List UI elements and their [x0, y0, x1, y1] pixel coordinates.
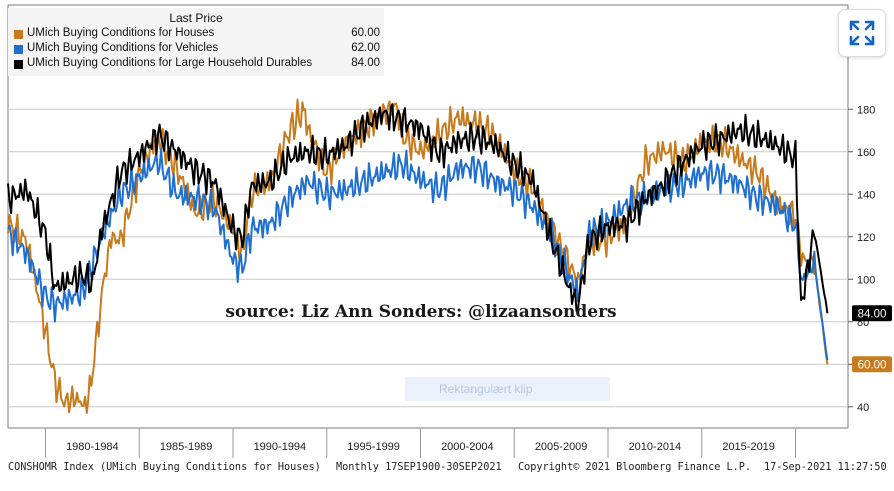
x-tick-label: 2000-2004 [441, 441, 494, 453]
legend-swatch-vehicles [14, 45, 23, 54]
badge-bg [852, 356, 892, 373]
last-price-badge-0: 60.00 [852, 356, 892, 373]
legend-label-houses: UMich Buying Conditions for Houses [27, 27, 215, 39]
last-price-badges: 60.00 84.00 [852, 305, 892, 373]
x-tick-label: 1990-1994 [254, 441, 307, 453]
footer-index: CONSHOMR Index (UMich Buying Conditions … [8, 462, 321, 473]
y-tick-label: 180 [857, 104, 875, 116]
footer-bar: CONSHOMR Index (UMich Buying Conditions … [8, 462, 890, 478]
legend-value-vehicles: 62.00 [351, 42, 380, 54]
legend-item-houses: UMich Buying Conditions for Houses 60.00 [14, 27, 380, 42]
legend-label-durables: UMich Buying Conditions for Large Househ… [27, 57, 313, 69]
expand-button[interactable] [838, 9, 886, 57]
legend: Last Price UMich Buying Conditions for H… [8, 8, 384, 76]
x-tick-label: 2015-2019 [722, 441, 775, 453]
y-tick-label: 40 [857, 402, 869, 414]
x-tick-label: 2005-2009 [535, 441, 588, 453]
footer-copyright: Copyright© 2021 Bloomberg Finance L.P. [518, 462, 752, 473]
y-tick-label: 100 [857, 274, 875, 286]
x-tick-label: 1985-1989 [160, 441, 213, 453]
x-tick-label: 1980-1984 [66, 441, 119, 453]
footer-frequency: Monthly 17SEP1900-30SEP2021 [336, 462, 502, 473]
y-tick-label: 120 [857, 232, 875, 244]
legend-swatch-durables [14, 60, 23, 69]
legend-label-vehicles: UMich Buying Conditions for Vehicles [27, 42, 219, 54]
x-tick-label: 1995-1999 [347, 441, 400, 453]
legend-title: Last Price [169, 11, 223, 25]
source-annotation: source: Liz Ann Sonders: @lizaansonders [225, 302, 617, 322]
y-tick-label: 160 [857, 147, 875, 159]
watermark-label: Rektangulært klip [405, 377, 610, 401]
x-tick-label: 2010-2014 [629, 441, 682, 453]
badge-value: 60.00 [858, 359, 887, 371]
legend-value-houses: 60.00 [351, 27, 380, 39]
footer-timestamp: 17-Sep-2021 11:27:50 [764, 462, 887, 473]
legend-item-vehicles: UMich Buying Conditions for Vehicles 62.… [14, 42, 380, 57]
series-line-1 [7, 148, 829, 361]
legend-value-durables: 84.00 [351, 57, 380, 69]
y-tick-label: 140 [857, 189, 875, 201]
last-price-badge-2: 84.00 [852, 305, 892, 322]
expand-icon [849, 20, 875, 46]
legend-swatch-houses [14, 30, 23, 39]
badge-bg [852, 305, 892, 322]
series-line-2 [7, 103, 829, 314]
badge-value: 84.00 [858, 308, 887, 320]
legend-item-durables: UMich Buying Conditions for Large Househ… [14, 57, 380, 72]
series-layer [7, 98, 829, 414]
